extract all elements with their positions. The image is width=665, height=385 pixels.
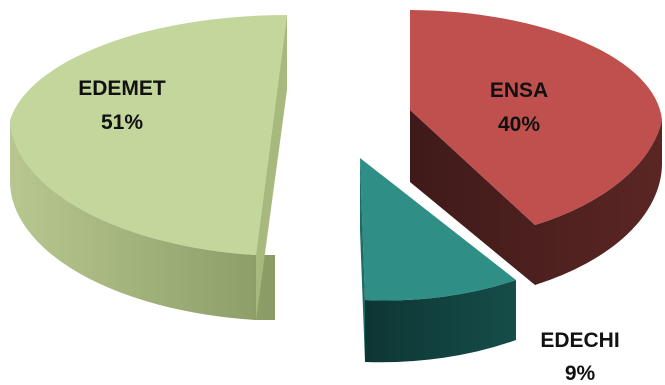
- slice-ensa: [410, 10, 662, 285]
- slice-label-edemet: EDEMET: [78, 77, 166, 100]
- slice-edemet-top: [10, 15, 287, 255]
- slice-edemet: [9, 15, 287, 320]
- slice-value-edechi: 9%: [565, 362, 596, 385]
- slice-ensa-side: [410, 110, 662, 285]
- slice-edechi: [360, 158, 516, 363]
- slice-label-edechi: EDECHI: [540, 329, 619, 352]
- slice-edemet-edge: [256, 15, 287, 320]
- slice-edechi-edge: [360, 158, 365, 362]
- slice-ensa-top: [410, 10, 662, 225]
- slice-edemet-side: [9, 120, 275, 320]
- slice-label-ensa: ENSA: [490, 79, 548, 102]
- slice-value-ensa: 40%: [498, 113, 540, 136]
- slice-edechi-top: [360, 158, 516, 301]
- slice-edechi-side: [365, 280, 516, 363]
- slice-value-edemet: 51%: [101, 111, 143, 134]
